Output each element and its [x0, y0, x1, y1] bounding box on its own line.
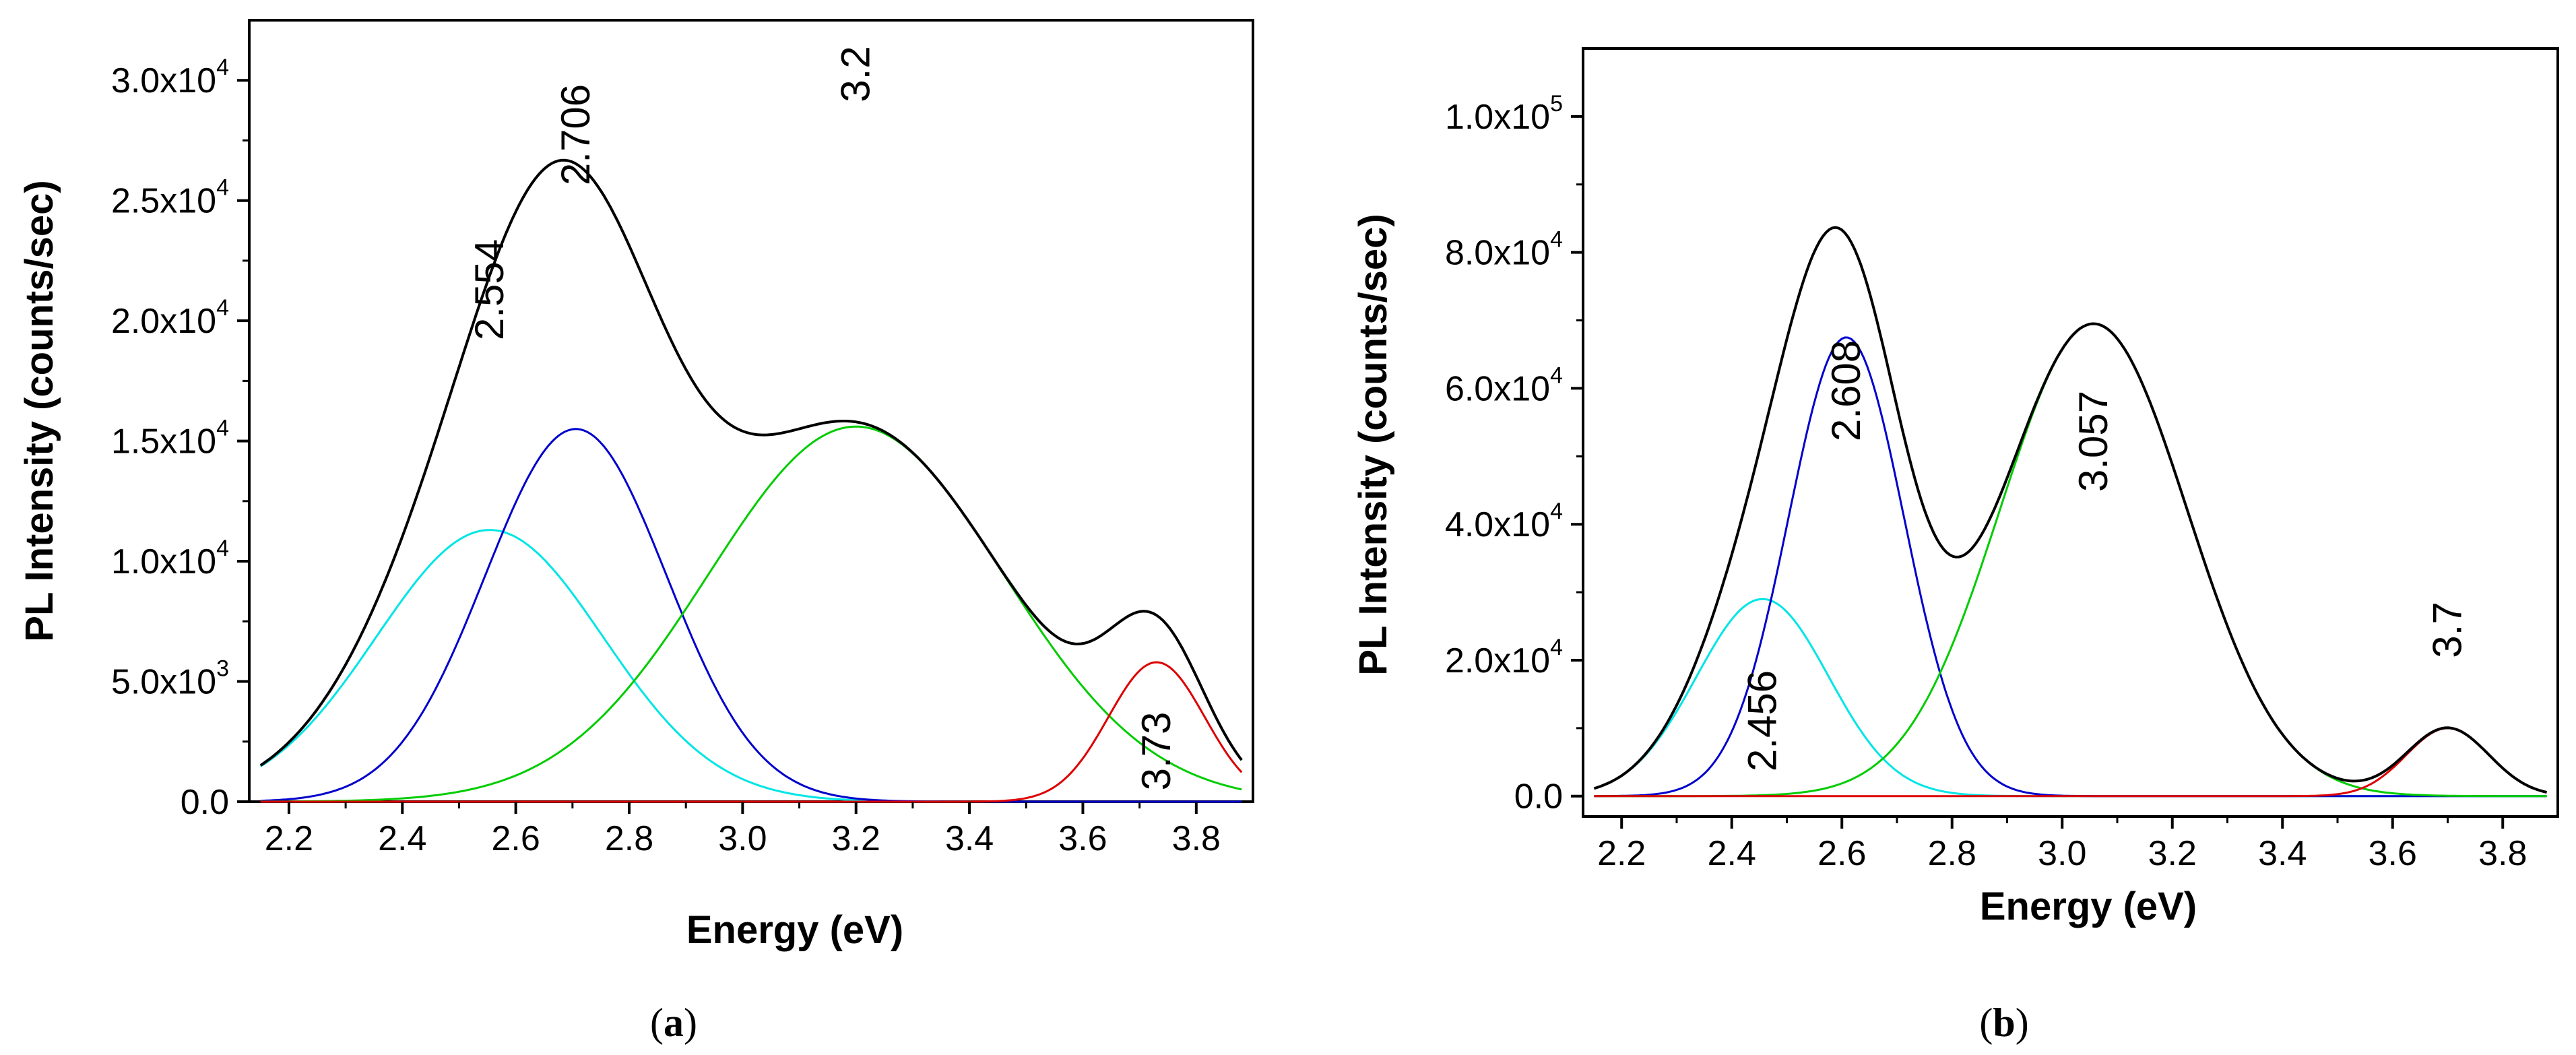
x-axis-title: Energy (eV): [686, 908, 903, 952]
peak-label-2.706: 2.706: [553, 84, 598, 185]
x-tick-label: 3.0: [2038, 834, 2086, 873]
x-tick-label: 2.6: [492, 819, 540, 858]
x-tick-label: 3.4: [945, 819, 994, 858]
x-tick-label: 3.2: [832, 819, 880, 858]
peak-label-3.7: 3.7: [2424, 602, 2470, 658]
x-tick-label: 3.6: [1058, 819, 1107, 858]
peak-labels: 2.554 2.706 3.2 3.73: [467, 46, 1179, 790]
peak-curve-2.456: [1593, 598, 2547, 798]
y-axis-ticks: 0.0 5.0x103 1.0x104 1.5x104 2.0x104 2.5x104 3.…: [111, 55, 249, 822]
envelope-curve: [259, 158, 1243, 767]
peak-curve-3.73: [260, 661, 1243, 803]
peak-label-2.554: 2.554: [467, 239, 512, 340]
x-tick-label: 3.6: [2369, 834, 2417, 873]
y-tick-label: 3.0x104: [111, 55, 229, 100]
y-tick-label: 6.0x104: [1445, 362, 1563, 408]
y-tick-label: 1.5x104: [111, 416, 229, 461]
x-tick-label: 3.2: [2148, 834, 2197, 873]
peak-curves: [259, 425, 1243, 803]
plot-frame: [1582, 47, 2559, 818]
peak-label-3.73: 3.73: [1134, 712, 1179, 791]
peak-label-2.608: 2.608: [1824, 340, 1869, 441]
x-tick-label: 2.2: [1597, 834, 1646, 873]
peak-curve-2.554: [259, 529, 1242, 803]
y-axis-title: PL Intensity (counts/sec): [18, 180, 61, 641]
y-axis-ticks: 0.0 2.0x104 4.0x104 6.0x104 8.0x104 1.0x105: [1445, 91, 1583, 817]
x-axis-ticks: 2.2 2.4 2.6 2.8 3.0 3.2 3.4 3.6 3.8: [1597, 817, 2527, 873]
y-tick-label: 2.0x104: [111, 295, 229, 341]
peak-curve-2.706: [260, 428, 1242, 803]
y-axis-title: PL Intensity (counts/sec): [1351, 214, 1395, 675]
y-tick-label: 2.0x104: [1445, 635, 1563, 680]
x-tick-label: 2.2: [265, 819, 313, 858]
x-axis-ticks: 2.2 2.4 2.6 2.8 3.0 3.2 3.4 3.6 3.8: [265, 802, 1221, 858]
panel-caption-a: (a): [650, 1000, 697, 1045]
x-tick-label: 2.8: [605, 819, 653, 858]
y-tick-label: 1.0x105: [1445, 91, 1563, 137]
panel-caption-b: (b): [1979, 1000, 2028, 1045]
peak-label-3.057: 3.057: [2071, 391, 2116, 492]
y-tick-label: 1.0x104: [111, 536, 229, 581]
peak-curve-3.7: [1594, 727, 2547, 798]
panel-b: 2.2 2.4 2.6 2.8 3.0 3.2 3.4 3.6 3.8 0.0 2.0x104 4.…: [1351, 47, 2559, 1045]
x-tick-label: 2.4: [378, 819, 426, 858]
x-tick-label: 3.4: [2258, 834, 2307, 873]
x-tick-label: 3.8: [2478, 834, 2527, 873]
x-tick-label: 2.6: [1817, 834, 1866, 873]
y-tick-label: 5.0x103: [111, 656, 229, 702]
peak-label-2.456: 2.456: [1740, 670, 1785, 771]
y-tick-label: 8.0x104: [1445, 227, 1563, 273]
peak-labels: 2.456 2.608 3.057 3.7: [1740, 340, 2470, 771]
y-tick-label: 4.0x104: [1445, 499, 1563, 544]
plot-frame: [248, 19, 1254, 803]
x-tick-label: 3.8: [1172, 819, 1221, 858]
envelope-curve: [1593, 226, 2548, 794]
x-tick-label: 2.8: [1928, 834, 1976, 873]
peak-curve-3.2: [260, 425, 1242, 803]
peak-label-3.2: 3.2: [833, 46, 878, 102]
x-axis-title: Energy (eV): [1980, 885, 2197, 928]
y-tick-label: 0.0: [1514, 777, 1563, 817]
x-tick-label: 3.0: [718, 819, 767, 858]
x-tick-label: 2.4: [1708, 834, 1756, 873]
y-tick-label: 2.5x104: [111, 175, 229, 221]
y-tick-label: 0.0: [181, 783, 229, 822]
panel-a: 2.2 2.4 2.6 2.8 3.0 3.2 3.4 3.6 3.8 0.0 5.0x103 1.…: [18, 19, 1254, 1045]
